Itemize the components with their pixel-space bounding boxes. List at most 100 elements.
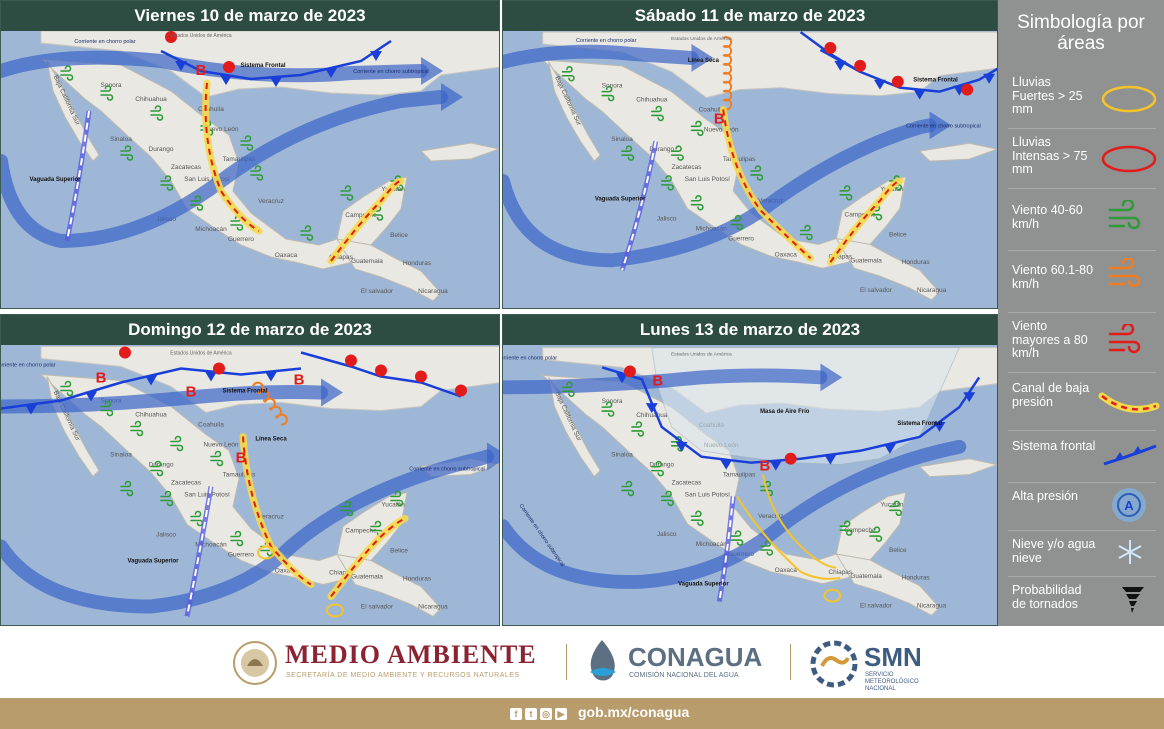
org-semarnat-sub: SECRETARÍA DE MEDIO AMBIENTE Y RECURSOS … <box>286 672 520 679</box>
footer-logos: MEDIO AMBIENTE SECRETARÍA DE MEDIO AMBIE… <box>0 626 1164 698</box>
youtube-icon[interactable]: ▶ <box>555 708 567 720</box>
cold-front-triangle <box>270 77 282 87</box>
wind-icon <box>839 185 853 201</box>
map-label: Masa de Aire Frío <box>760 409 810 415</box>
wind-icon <box>160 490 174 507</box>
warm-front-semicircle <box>624 365 636 378</box>
wind-orange-icon <box>1108 258 1141 288</box>
place-label: Honduras <box>403 576 432 583</box>
map-label: Estados Unidos de América <box>170 351 232 357</box>
place-label: Zacatecas <box>672 164 702 171</box>
legend-item-trough: Canal de baja presión <box>1012 381 1160 428</box>
baja-land <box>548 377 601 478</box>
place-label: Guerrero <box>228 236 254 243</box>
panel-title: Domingo 12 de marzo de 2023 <box>1 315 499 345</box>
cold-front-triangle <box>769 460 782 471</box>
low-pressure-symbol: B <box>294 372 305 389</box>
wind-icon <box>170 435 184 452</box>
place-label: Campeche <box>345 528 377 535</box>
wind-icon <box>100 85 114 101</box>
legend-title: Simbología por áreas <box>1017 12 1145 54</box>
jet-stream <box>503 44 699 69</box>
warm-front-semicircle <box>415 370 427 383</box>
org-conagua-sub: COMISIÓN NACIONAL DEL AGUA <box>629 672 739 679</box>
place-label: Jalisco <box>657 216 677 223</box>
place-label: Michoacán <box>696 541 728 548</box>
place-label: El salvador <box>361 604 394 611</box>
cold-front-triangle <box>85 391 97 402</box>
place-label: Chiapas <box>329 570 354 577</box>
warm-front-semicircle <box>784 452 797 465</box>
forecast-panel-friday: Viernes 10 de marzo de 2023 Sonora Chihua… <box>0 0 500 309</box>
place-label: Coahuila <box>198 422 224 429</box>
twitter-icon[interactable]: t <box>525 708 537 720</box>
conagua-logo-icon <box>590 640 616 681</box>
low-pressure-symbol: B <box>760 459 771 475</box>
low-pressure-symbol: B <box>652 373 663 389</box>
forecast-panel-sunday: Domingo 12 de marzo de 2023 Sonora Chihua… <box>0 314 500 626</box>
place-label: Coahuila <box>699 106 725 113</box>
legend-label: Viento 60.1-80 km/h <box>1012 263 1094 291</box>
wind-icon <box>150 460 164 477</box>
place-label: Chiapas <box>828 569 852 576</box>
legend-item-intense-rain: Lluvias Intensas > 75 mm <box>1012 135 1160 186</box>
place-label: Nicaragua <box>418 288 448 295</box>
place-label: Michoacán <box>195 542 227 549</box>
place-label: Jalisco <box>657 531 677 538</box>
wind-icon <box>210 450 224 467</box>
panel-title: Viernes 10 de marzo de 2023 <box>1 1 499 31</box>
instagram-icon[interactable]: ◎ <box>540 708 552 720</box>
central-america-land <box>835 553 941 617</box>
cold-front-triangle <box>145 375 157 386</box>
cuba-land <box>419 142 499 162</box>
jet-arrow <box>441 83 463 111</box>
map-label: Corriente en chorro subtropical <box>409 467 485 473</box>
place-label: Campeche <box>845 212 877 219</box>
upper-trough-dash <box>621 141 657 271</box>
wind-icon <box>869 526 883 542</box>
cold-front-triangle <box>265 371 277 382</box>
place-label: Michoacán <box>195 226 227 233</box>
place-label: Honduras <box>902 575 930 582</box>
place-label: Nicaragua <box>418 604 448 611</box>
place-label: Sinaloa <box>611 136 633 143</box>
place-label: Coahuila <box>198 106 224 113</box>
place-label: Honduras <box>403 260 432 267</box>
central-america-land <box>835 237 941 301</box>
warm-front-semicircle <box>854 59 867 72</box>
place-label: San Luis Potosí <box>184 176 230 183</box>
cold-front-triangle <box>616 373 628 384</box>
place-label: San Luis Potosí <box>685 176 730 183</box>
jet-arrow <box>487 442 499 471</box>
place-label: Guatemala <box>850 257 882 264</box>
cuba-land <box>918 458 997 478</box>
tornado-icon <box>1122 587 1144 613</box>
wind-icon <box>340 185 354 201</box>
warm-front-semicircle <box>119 346 131 359</box>
central-america-land <box>336 553 442 618</box>
place-label: Durango <box>649 146 674 153</box>
bottom-bar: f t ◎ ▶ gob.mx/conagua <box>0 698 1164 729</box>
place-label: Zacatecas <box>171 164 202 171</box>
low-pressure-trough-dash <box>722 109 812 260</box>
jet-stream <box>1 90 448 249</box>
org-smn-name: SMN <box>864 642 922 672</box>
map-label: Sistema Frontal <box>240 63 285 69</box>
map-label: Sistema Frontal <box>913 78 958 84</box>
map-label: Corriente en chorro subtropical <box>353 69 429 75</box>
divider <box>790 644 791 680</box>
jet-stream <box>1 449 494 614</box>
website-link[interactable]: gob.mx/conagua <box>578 704 690 720</box>
facebook-icon[interactable]: f <box>510 708 522 720</box>
place-label: Oaxaca <box>275 252 298 259</box>
wind-icon <box>150 105 164 121</box>
wind-icon <box>60 65 74 81</box>
place-label: Oaxaca <box>775 567 798 574</box>
jet-arrow <box>421 57 443 85</box>
place-label: Chihuahua <box>636 97 668 104</box>
map-label: Vaguada Superior <box>678 582 729 588</box>
warm-front-semicircle <box>961 83 974 96</box>
upper-trough-dash <box>186 486 212 617</box>
place-label: Tamaulipas <box>223 156 257 163</box>
place-label: Chiapas <box>828 253 852 260</box>
